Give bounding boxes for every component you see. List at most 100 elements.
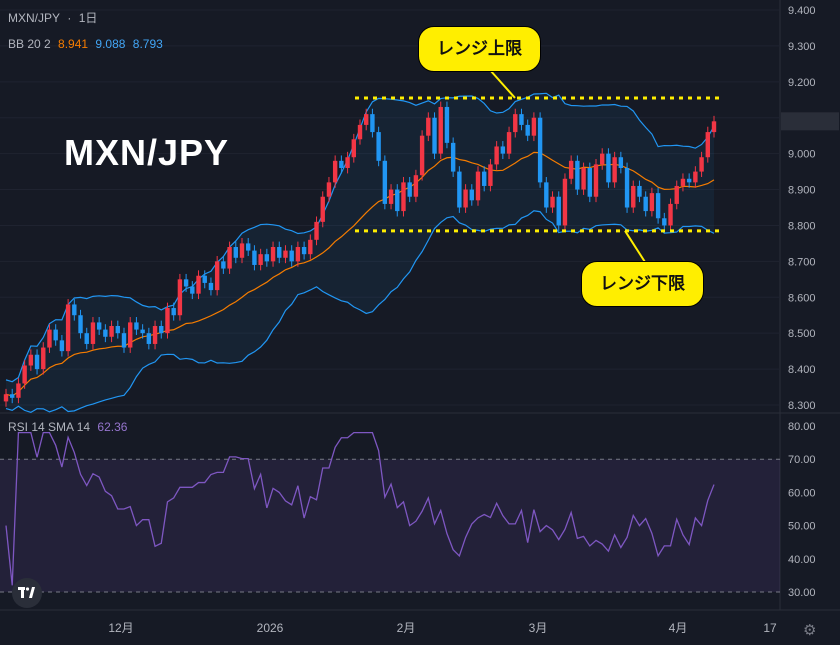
candle-body [711, 121, 717, 133]
candle-body [413, 175, 419, 197]
candle-body [482, 171, 487, 186]
candle-body [121, 333, 127, 348]
candle-body [3, 394, 9, 402]
candle-body [289, 250, 294, 262]
candle-body [401, 182, 406, 212]
candle-body [426, 117, 431, 136]
candle-body [568, 160, 574, 179]
candle-body [519, 114, 524, 125]
candle-body [475, 171, 481, 201]
interval-label: 1日 [78, 11, 98, 25]
gear-icon[interactable]: ⚙ [803, 622, 817, 639]
candle-body [419, 135, 425, 176]
candle-body [134, 322, 139, 330]
candle-body [152, 326, 158, 344]
candle-body [90, 322, 96, 344]
candle-body [345, 157, 350, 168]
time-tick-label: 12月 [108, 621, 133, 635]
candle-body [246, 243, 251, 251]
candle-body [202, 275, 207, 283]
candle-body [606, 153, 611, 183]
candle-body [183, 279, 189, 287]
bb-label: BB 20 2 [8, 37, 51, 51]
bb-legend[interactable]: BB 20 2 8.941 9.088 8.793 [8, 37, 167, 51]
candle-body [239, 243, 245, 258]
rsi-label: RSI 14 SMA 14 [8, 420, 91, 434]
price-tick-label: 9.400 [788, 5, 816, 17]
candle-body [506, 132, 512, 154]
candle-body [364, 114, 369, 125]
candle-body [457, 171, 462, 208]
candle-body [463, 189, 468, 208]
candle-body [674, 185, 679, 204]
rsi-band-fill [0, 459, 780, 592]
candle-body [525, 124, 530, 136]
range-lower-label: レンジ下限 [600, 274, 685, 293]
candle-body [227, 247, 232, 269]
candle-body [444, 106, 450, 143]
candle-body [357, 124, 363, 140]
candle-body [140, 329, 145, 334]
candle-body [159, 326, 164, 334]
candle-body [587, 168, 592, 197]
chart-title: MXN/JPY [64, 132, 230, 173]
candle-body [593, 164, 599, 197]
candle-body [72, 304, 77, 316]
candle-body [500, 146, 506, 154]
rsi-tick-label: 80.00 [788, 421, 816, 433]
price-tick-label: 8.900 [788, 185, 816, 197]
candle-body [581, 168, 586, 190]
candle-body [407, 182, 412, 197]
price-tick-label: 8.800 [788, 220, 816, 232]
candle-body [537, 117, 543, 183]
time-tick-label: 3月 [529, 621, 548, 635]
candle-body [469, 189, 474, 201]
candle-body [177, 279, 183, 316]
candle-body [214, 261, 220, 291]
candle-body [196, 275, 201, 294]
price-tick-label: 8.300 [788, 400, 816, 412]
candle-body [370, 114, 375, 133]
candle-body [351, 139, 356, 158]
candle-body [221, 261, 226, 269]
rsi-tick-label: 70.00 [788, 454, 816, 466]
price-tick-label: 8.600 [788, 292, 816, 304]
candle-body [283, 250, 288, 258]
candle-body [395, 189, 400, 212]
symbol-label: MXN/JPY [8, 11, 61, 25]
candle-body [686, 178, 692, 183]
candle-body [258, 254, 263, 265]
candle-body [208, 282, 214, 291]
candle-body [65, 304, 71, 352]
symbol-header[interactable]: MXN/JPY · 1日 [8, 9, 101, 26]
candle-body [631, 185, 636, 208]
candle-body [488, 164, 493, 186]
candle-body [47, 329, 52, 348]
bb-lower-line [5, 210, 715, 413]
candle-body [190, 286, 195, 294]
candle-body [84, 333, 89, 344]
candle-body [28, 354, 34, 366]
candle-body [693, 171, 698, 183]
lower-callout-pointer [624, 230, 646, 263]
rsi-value: 62.36 [97, 420, 128, 434]
candle-body [264, 254, 270, 262]
candle-body [655, 193, 661, 219]
tradingview-logo-icon[interactable] [12, 578, 42, 608]
candle-body [339, 160, 344, 168]
last-price-marker [781, 112, 839, 131]
candle-body [513, 114, 518, 133]
rsi-tick-label: 40.00 [788, 554, 816, 566]
time-tick-label: 2026 [257, 621, 284, 635]
candle-body [637, 185, 642, 197]
candle-body [680, 178, 686, 186]
range-lower-callout: レンジ下限 [581, 261, 704, 307]
candle-body [34, 354, 40, 370]
candle-body [146, 333, 152, 344]
rsi-legend[interactable]: RSI 14 SMA 14 62.36 [8, 420, 131, 434]
candle-body [41, 347, 46, 370]
candle-body [544, 182, 549, 208]
candle-body [624, 168, 630, 208]
